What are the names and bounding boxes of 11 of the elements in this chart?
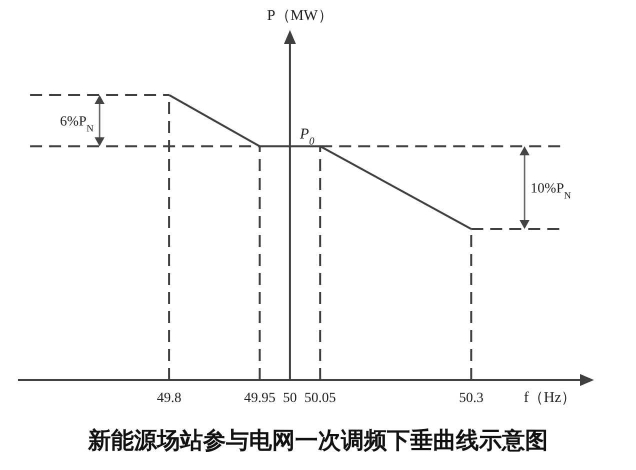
- x-tick-label: 50.05: [304, 391, 336, 406]
- y-axis-title: P（MW）: [267, 8, 333, 24]
- annotation: 10%P$_{N}$: [530, 182, 572, 202]
- annotation: P$_{0}$: [298, 126, 316, 147]
- x-tick-label: 50.3: [458, 391, 484, 406]
- annotation: 6%P$_{N}$: [60, 114, 94, 134]
- x-tick-label: 50: [282, 391, 297, 406]
- x-tick-label: 49.8: [156, 391, 182, 406]
- x-tick-label: 49.95: [244, 391, 276, 406]
- x-axis-title: f（Hz）: [524, 390, 576, 406]
- text: 新能源场站参与电网一次调频下垂曲线示意图: [87, 427, 548, 453]
